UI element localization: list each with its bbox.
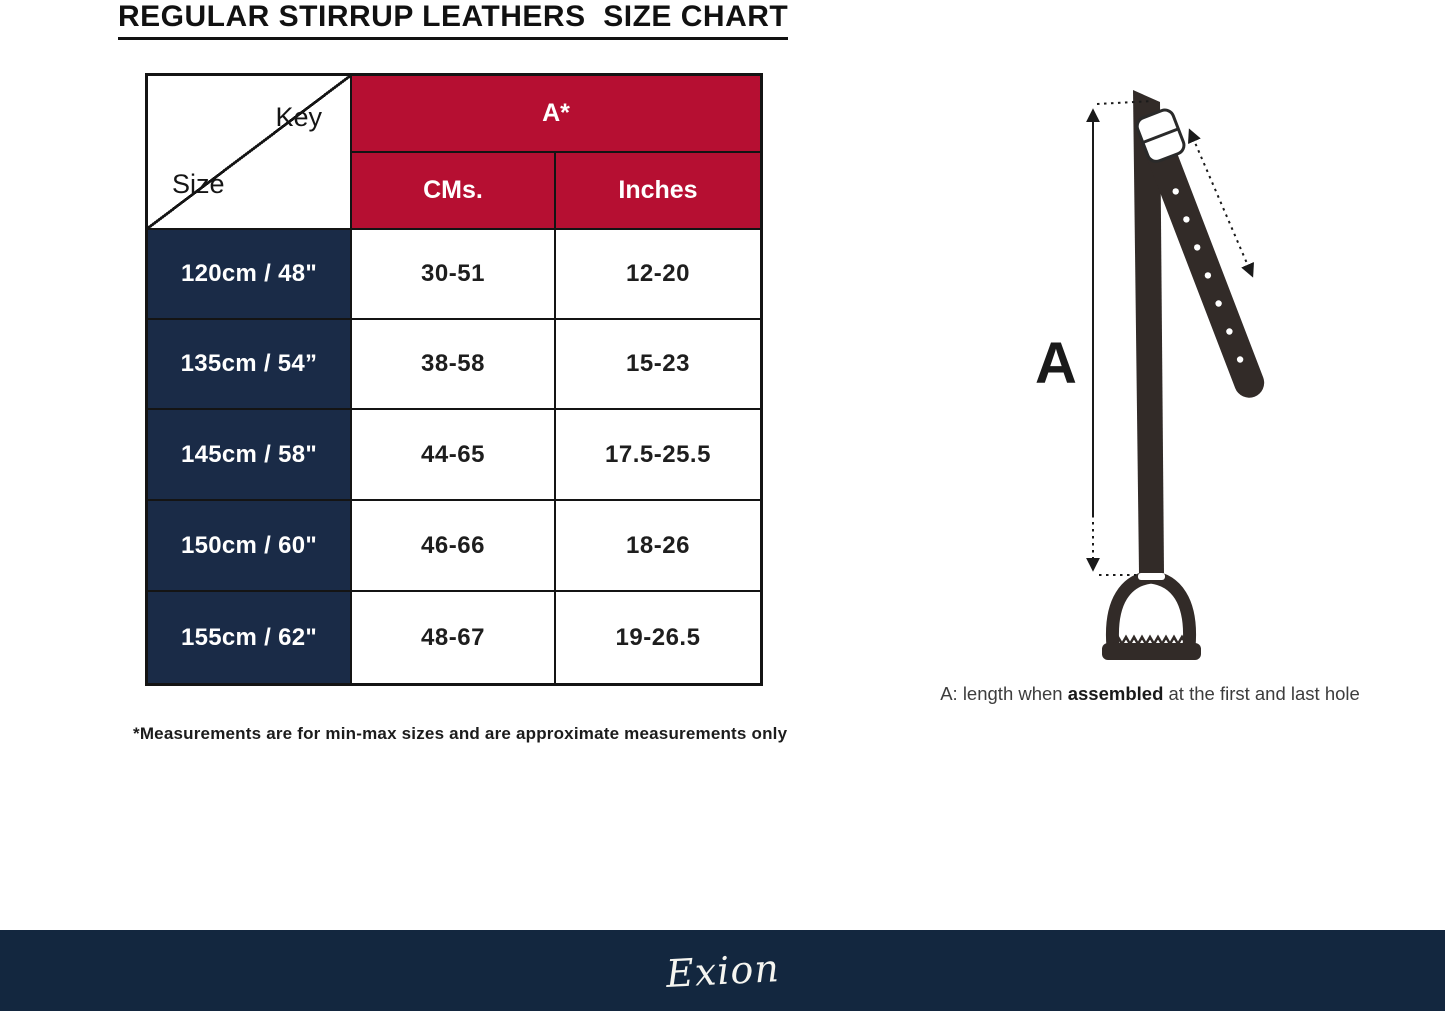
table-row-inches: 18-26: [556, 501, 760, 592]
stirrup-tread-serration: [1112, 634, 1188, 647]
corner-cell-key-size: Key Size: [148, 76, 352, 230]
table-row-cms: 38-58: [352, 320, 556, 410]
caption-prefix: A: length when: [940, 683, 1068, 704]
stirrup-strap-vertical: [1133, 90, 1164, 573]
stirrup-leather-diagram: A: [1035, 90, 1265, 660]
column-header-inches: Inches: [556, 153, 760, 230]
size-chart-table: Key Size A* CMs. Inches 120cm / 48" 30-5…: [145, 73, 763, 686]
table-row-size: 120cm / 48": [148, 230, 352, 320]
dimension-a-label: A: [1035, 331, 1077, 396]
brand-logo: Exion: [664, 945, 781, 996]
caption-suffix: at the first and last hole: [1163, 683, 1360, 704]
measurement-tick-top-dotted: [1096, 100, 1153, 105]
corner-key-label: Key: [275, 102, 322, 132]
measurement-arrow-diagonal: [1187, 128, 1255, 278]
corner-size-label: Size: [172, 169, 225, 199]
page-title: REGULAR STIRRUP LEATHERS SIZE CHART: [118, 0, 789, 40]
table-row-inches: 17.5-25.5: [556, 410, 760, 501]
stirrup-iron-tread: [1102, 643, 1201, 660]
table-row-cms: 44-65: [352, 410, 556, 501]
footer-bar: Exion: [0, 930, 1445, 1011]
column-group-header-a: A*: [352, 76, 760, 153]
measurement-footnote: *Measurements are for min-max sizes and …: [133, 724, 788, 743]
caption-bold-word: assembled: [1067, 683, 1164, 704]
table-row-size: 150cm / 60": [148, 501, 352, 592]
stirrup-iron-slot: [1138, 573, 1165, 580]
table-row-inches: 15-23: [556, 320, 760, 410]
table-row-cms: 30-51: [352, 230, 556, 320]
table-row-cms: 48-67: [352, 592, 556, 683]
diagram-caption: A: length when assembled at the first an…: [900, 683, 1400, 705]
column-header-cms: CMs.: [352, 153, 556, 230]
table-row-inches: 12-20: [556, 230, 760, 320]
table-row-cms: 46-66: [352, 501, 556, 592]
buckle-icon: [1135, 108, 1186, 163]
table-row-size: 155cm / 62": [148, 592, 352, 683]
table-row-size: 135cm / 54”: [148, 320, 352, 410]
table-row-inches: 19-26.5: [556, 592, 760, 683]
table-row-size: 145cm / 58": [148, 410, 352, 501]
